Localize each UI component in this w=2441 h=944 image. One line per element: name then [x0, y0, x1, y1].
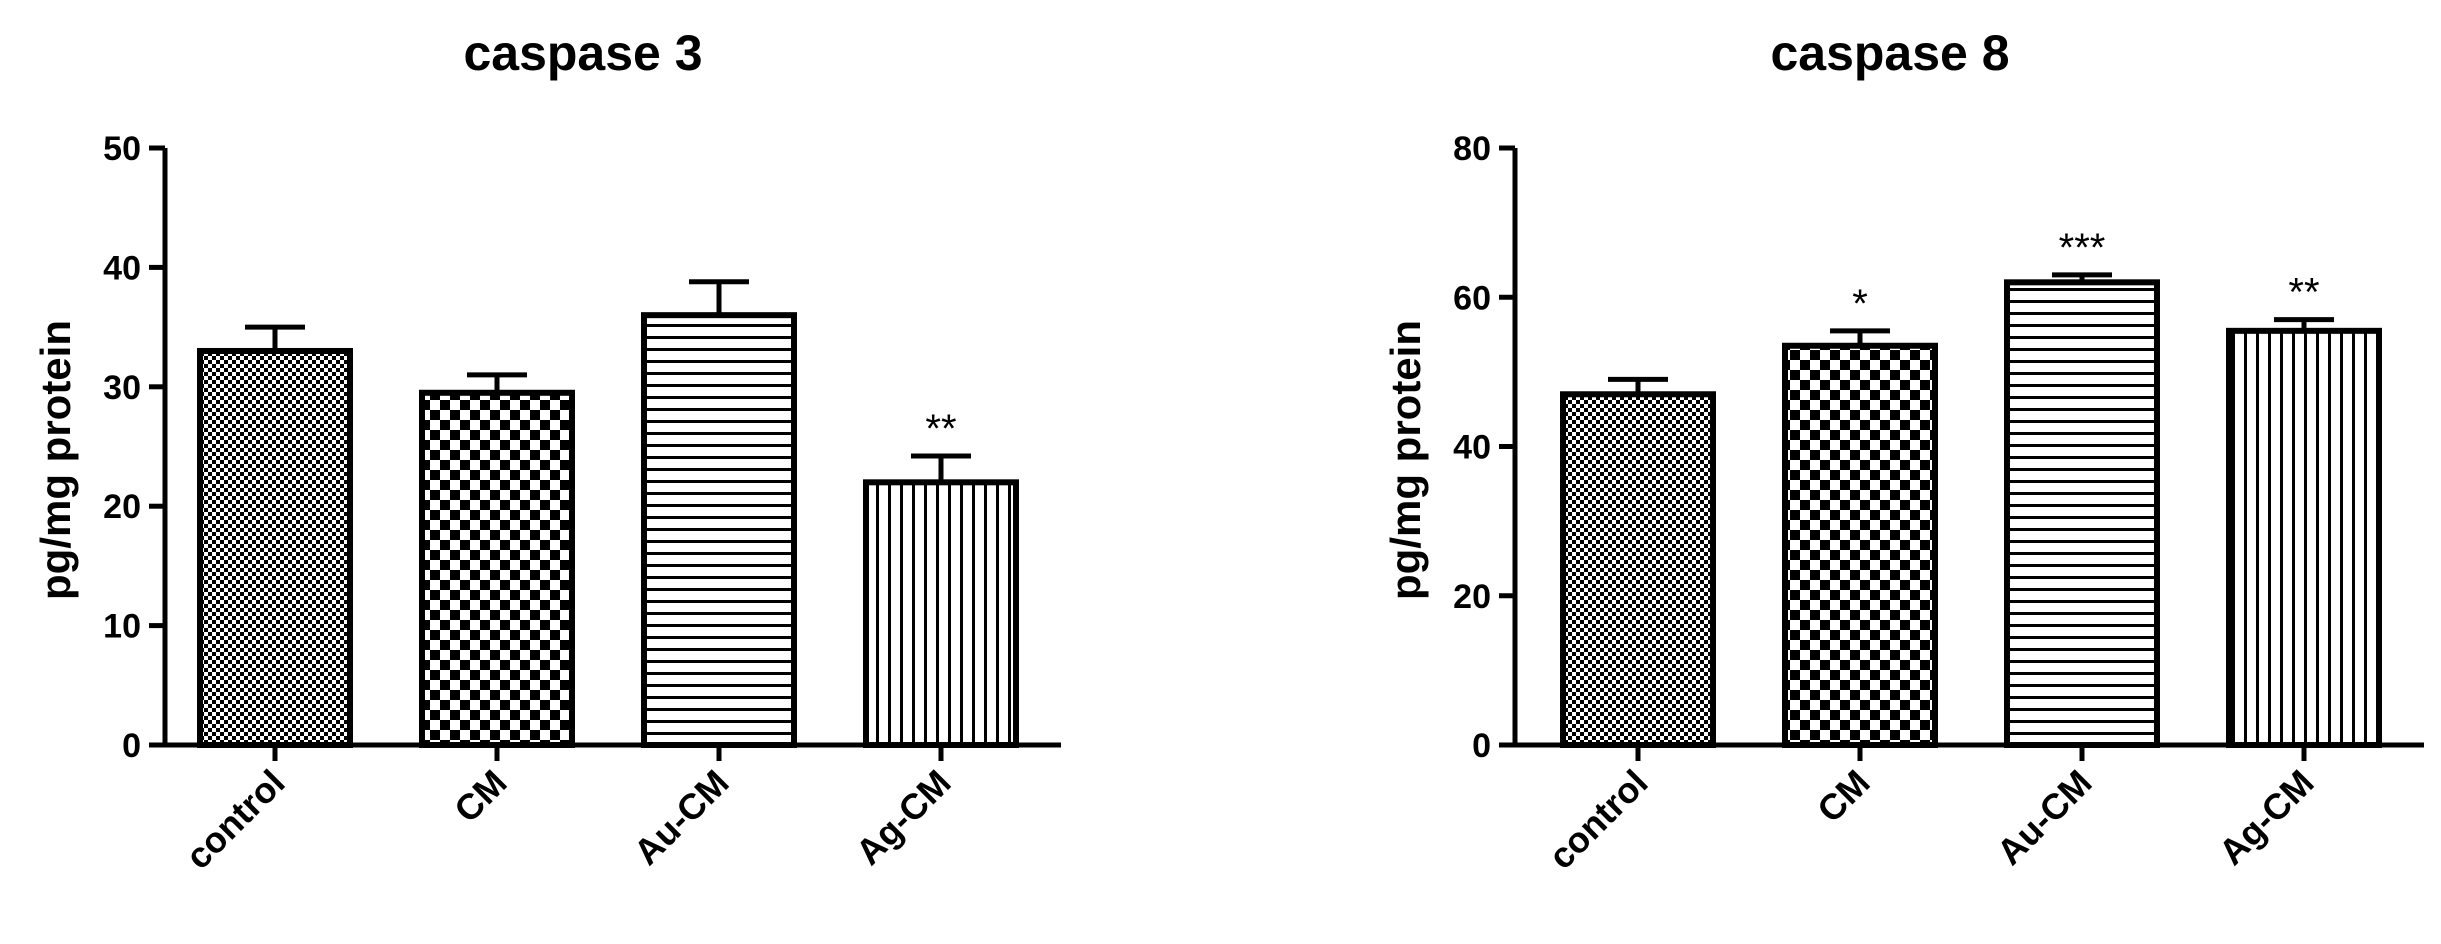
y-tick-label: 30	[103, 369, 141, 407]
y-axis-label: pg/mg protein	[32, 320, 79, 600]
y-tick-label: 40	[103, 249, 141, 287]
bars: **	[197, 279, 1019, 748]
bar-cm	[419, 389, 575, 748]
chart-title: caspase 3	[463, 25, 702, 81]
bars: ******	[1560, 226, 2382, 748]
x-tick-label: CM	[446, 762, 515, 831]
x-tick-label: Ag-CM	[848, 762, 959, 873]
chart-panel-caspase-8: caspase 8 pg/mg protein 0 20 40 60 80 control…	[1382, 25, 2424, 877]
y-tick-label: 50	[103, 130, 141, 168]
bar-au-cm	[2004, 279, 2160, 748]
x-tick-label: control	[177, 762, 292, 877]
x-tick-label: Au-CM	[1989, 762, 2100, 873]
chart-title: caspase 8	[1770, 25, 2009, 81]
chart-panel-caspase-3: caspase 3 pg/mg protein 0 10 20 30 40 50 contr…	[32, 25, 1061, 877]
bar-au-cm	[641, 312, 797, 748]
bar-control	[197, 347, 353, 748]
significance-label: ***	[2059, 226, 2106, 270]
x-tick-label: control	[1540, 762, 1655, 877]
y-tick-label: 20	[103, 488, 141, 526]
significance-label: **	[2288, 271, 2319, 315]
y-tick-label: 80	[1453, 130, 1491, 168]
bar-control	[1560, 391, 1716, 748]
significance-label: *	[1852, 282, 1868, 326]
y-tick-label: 40	[1453, 429, 1491, 467]
y-axis-label: pg/mg protein	[1382, 320, 1429, 600]
bar-cm	[1782, 342, 1938, 748]
x-tick-label: Ag-CM	[2211, 762, 2322, 873]
significance-label: **	[925, 407, 956, 451]
bar-ag-cm	[2226, 327, 2382, 748]
x-tick-label: CM	[1809, 762, 1878, 831]
y-tick-label: 20	[1453, 578, 1491, 616]
y-tick-label: 10	[103, 608, 141, 646]
y-tick-label: 0	[1472, 727, 1491, 765]
x-tick-label: Au-CM	[626, 762, 737, 873]
bar-ag-cm	[863, 479, 1019, 748]
y-tick-label: 60	[1453, 279, 1491, 317]
y-tick-label: 0	[122, 727, 141, 765]
